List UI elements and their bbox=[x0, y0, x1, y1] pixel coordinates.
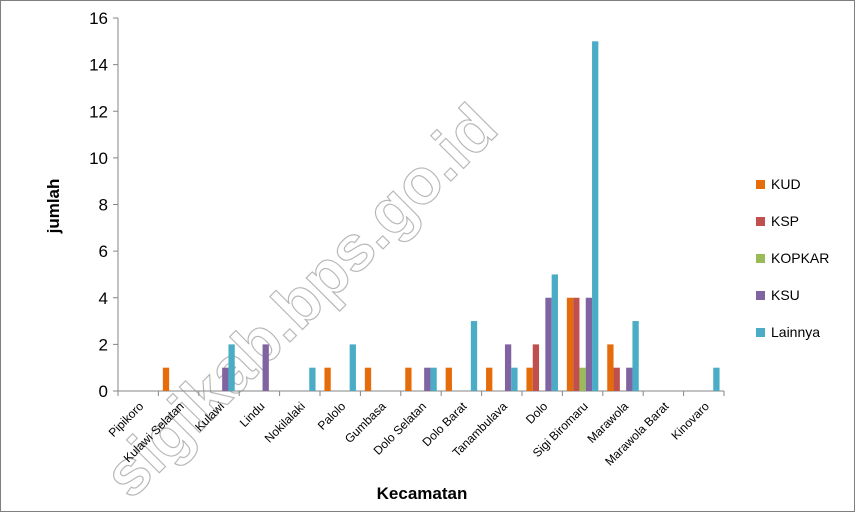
y-tick-label: 10 bbox=[89, 149, 108, 168]
legend-swatch-kopkar bbox=[756, 254, 765, 263]
y-tick-label: 4 bbox=[99, 289, 108, 308]
watermark-text: sigikab.bps.go.id bbox=[90, 90, 511, 511]
bar-kud-kulawi-selatan bbox=[162, 367, 170, 391]
y-tick-label: 12 bbox=[89, 102, 108, 121]
x-tick-label: Palolo bbox=[315, 399, 349, 433]
bar-lainnya-tanambulava bbox=[511, 367, 518, 391]
bar-lainnya-dolo bbox=[551, 274, 558, 391]
y-tick-label: 8 bbox=[99, 196, 108, 215]
legend-label-ksp: KSP bbox=[771, 213, 799, 229]
bar-kud-marawola bbox=[607, 344, 614, 392]
bar-lainnya-kinovaro bbox=[713, 367, 720, 391]
y-tick-label: 16 bbox=[89, 9, 108, 28]
y-tick-labels: 0 2 4 6 8 10 12 14 16 bbox=[89, 9, 108, 401]
bar-lainnya-palolo bbox=[349, 344, 356, 392]
legend-label-kud: KUD bbox=[771, 176, 801, 192]
bar-kud-dolo bbox=[526, 367, 533, 391]
bar-ksp-sigi-biromaru bbox=[573, 297, 580, 391]
legend-label-kopkar: KOPKAR bbox=[771, 250, 829, 266]
y-tick-label: 6 bbox=[99, 242, 108, 261]
watermark: sigikab.bps.go.id bbox=[89, 90, 511, 512]
bars bbox=[162, 41, 720, 392]
bar-kud-gumbasa bbox=[364, 367, 372, 391]
y-tick-label: 0 bbox=[99, 382, 108, 401]
bar-lainnya-kulawi bbox=[228, 344, 235, 392]
bar-kud-dolo-selatan bbox=[405, 367, 412, 391]
y-tick-label: 14 bbox=[89, 56, 108, 75]
bar-kud-sigi-biromaru bbox=[566, 297, 574, 391]
bar-ksu-tanambulava bbox=[504, 344, 512, 392]
x-axis-title: Kecamatan bbox=[377, 484, 468, 503]
bar-ksu-lindu bbox=[262, 344, 269, 392]
y-tick-label: 2 bbox=[99, 335, 108, 354]
bar-ksu-dolo-selatan bbox=[424, 367, 431, 391]
x-tick-label: Nokilalaki bbox=[262, 399, 308, 445]
bar-ksp-marawola bbox=[613, 367, 620, 391]
axes bbox=[113, 17, 725, 396]
bar-kud-dolo-barat bbox=[445, 367, 452, 391]
legend-label-ksu: KSU bbox=[771, 287, 800, 303]
bar-lainnya-nokilalaki bbox=[309, 367, 316, 391]
bar-lainnya-sigi-biromaru bbox=[592, 41, 599, 392]
bar-lainnya-marawola bbox=[632, 321, 639, 391]
bar-ksp-dolo bbox=[532, 344, 540, 392]
legend-swatch-ksp bbox=[756, 217, 765, 226]
x-tick-label: Kinovaro bbox=[669, 399, 713, 443]
legend-label-lainnya: Lainnya bbox=[771, 324, 820, 340]
bar-kud-tanambulava bbox=[486, 367, 493, 391]
legend-swatch-kud bbox=[756, 180, 765, 189]
bar-lainnya-dolo-selatan bbox=[430, 367, 437, 391]
bar-ksu-kulawi bbox=[222, 367, 229, 391]
legend: KUD KSP KOPKAR KSU Lainnya bbox=[756, 176, 829, 340]
bar-lainnya-dolo-barat bbox=[470, 321, 478, 391]
legend-swatch-ksu bbox=[756, 291, 765, 300]
legend-swatch-lainnya bbox=[756, 328, 765, 337]
bar-kopkar-sigi-biromaru bbox=[579, 367, 586, 391]
bar-ksu-sigi-biromaru bbox=[585, 297, 593, 391]
x-tick-label: Dolo bbox=[523, 399, 551, 427]
y-axis-title: jumlah bbox=[44, 179, 63, 235]
bar-ksu-marawola bbox=[626, 367, 633, 391]
bar-ksu-dolo bbox=[545, 297, 552, 391]
bar-kud-palolo bbox=[324, 367, 331, 391]
